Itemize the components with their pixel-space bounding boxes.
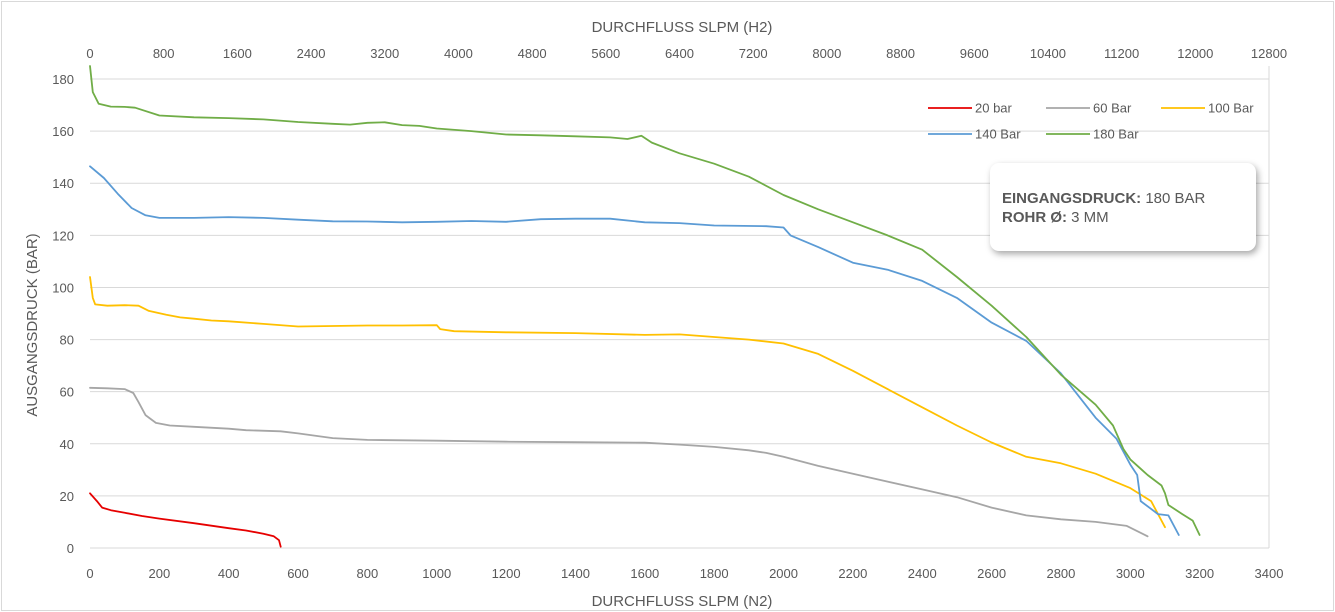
x-tick-label: 0 bbox=[86, 566, 93, 581]
x2-tick-label: 8000 bbox=[812, 46, 841, 61]
info-label-pressure: EINGANGSDRUCK: bbox=[1002, 190, 1142, 207]
x2-tick-label: 11200 bbox=[1104, 46, 1139, 61]
legend-label: 20 bar bbox=[975, 101, 1013, 116]
series-line-140-bar bbox=[89, 165, 1180, 536]
x2-tick-label: 800 bbox=[153, 46, 175, 61]
info-box: EINGANGSDRUCK: 180 BAR ROHR Ø: 3 MM bbox=[990, 163, 1256, 251]
x-tick-label: 3200 bbox=[1185, 566, 1214, 581]
gridlines bbox=[90, 66, 1270, 549]
x2-tick-label: 2400 bbox=[297, 46, 326, 61]
x-tick-label: 1800 bbox=[700, 566, 729, 581]
legend-label: 180 Bar bbox=[1093, 127, 1139, 142]
series-line-60-bar bbox=[89, 386, 1149, 538]
x2-tick-label: 9600 bbox=[960, 46, 989, 61]
x2-tick-label: 8800 bbox=[886, 46, 915, 61]
y-tick-label: 60 bbox=[60, 385, 74, 400]
x2-tick-label: 5600 bbox=[591, 46, 620, 61]
info-value-pipe: 3 MM bbox=[1071, 209, 1109, 226]
x-tick-label: 800 bbox=[357, 566, 379, 581]
legend-label: 140 Bar bbox=[975, 127, 1021, 142]
info-line-pressure: EINGANGSDRUCK: 180 BAR bbox=[1002, 189, 1256, 208]
x-tick-label: 1400 bbox=[561, 566, 590, 581]
info-label-pipe: ROHR Ø: bbox=[1002, 209, 1067, 226]
y-tick-label: 120 bbox=[52, 228, 74, 243]
legend-label: 60 Bar bbox=[1093, 101, 1132, 116]
x-tick-label: 1200 bbox=[492, 566, 521, 581]
x-tick-label: 1000 bbox=[422, 566, 451, 581]
y-tick-label: 180 bbox=[52, 72, 74, 87]
y-tick-label: 0 bbox=[67, 541, 74, 556]
y-tick-label: 140 bbox=[52, 176, 74, 191]
x2-tick-label: 4800 bbox=[518, 46, 547, 61]
x2-tick-label: 1600 bbox=[223, 46, 252, 61]
x2-tick-label: 3200 bbox=[370, 46, 399, 61]
x2-tick-label: 4000 bbox=[444, 46, 473, 61]
y-tick-label: 20 bbox=[60, 489, 74, 504]
y-tick-label: 100 bbox=[52, 280, 74, 295]
x-tick-label: 3400 bbox=[1255, 566, 1284, 581]
x-tick-label: 2400 bbox=[908, 566, 937, 581]
x2-tick-label: 10400 bbox=[1030, 46, 1066, 61]
x2-tick-label: 0 bbox=[86, 46, 93, 61]
x2-tick-label: 12800 bbox=[1251, 46, 1287, 61]
y-axis-title: AUSGANGSDRUCK (BAR) bbox=[24, 233, 41, 416]
x-tick-label: 2000 bbox=[769, 566, 798, 581]
x-tick-label: 400 bbox=[218, 566, 240, 581]
series-line-20-bar bbox=[89, 492, 282, 548]
x-tick-label: 600 bbox=[287, 566, 309, 581]
x-tick-label: 3000 bbox=[1116, 566, 1145, 581]
x-tick-label: 2800 bbox=[1046, 566, 1075, 581]
series-lines bbox=[89, 65, 1201, 548]
x-tick-label: 200 bbox=[149, 566, 171, 581]
x-tick-label: 2600 bbox=[977, 566, 1006, 581]
info-value-pressure: 180 BAR bbox=[1145, 190, 1206, 207]
info-line-pipe: ROHR Ø: 3 MM bbox=[1002, 208, 1256, 227]
x2-tick-label: 12000 bbox=[1177, 46, 1213, 61]
series-line-180-bar bbox=[89, 65, 1201, 536]
x2-tick-label: 6400 bbox=[665, 46, 694, 61]
x-axis-title: DURCHFLUSS SLPM (N2) bbox=[592, 593, 773, 610]
y-tick-label: 80 bbox=[60, 333, 74, 348]
legend-label: 100 Bar bbox=[1208, 101, 1254, 116]
legend: 20 bar 60 Bar 100 Bar 140 Bar 180 Bar bbox=[928, 101, 1254, 142]
x2-tick-label: 7200 bbox=[739, 46, 768, 61]
y-tick-label: 40 bbox=[60, 437, 74, 452]
series-line-100-bar bbox=[89, 276, 1166, 529]
y-tick-label: 160 bbox=[52, 124, 74, 139]
x2-axis-title: DURCHFLUSS SLPM (H2) bbox=[592, 19, 773, 36]
x-tick-label: 1600 bbox=[630, 566, 659, 581]
x-tick-label: 2200 bbox=[838, 566, 867, 581]
